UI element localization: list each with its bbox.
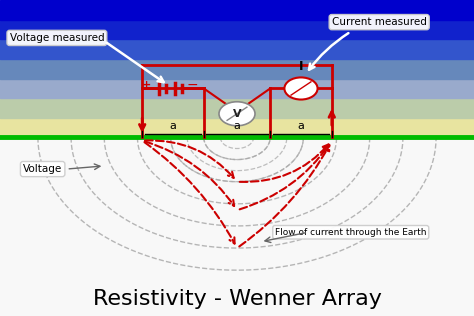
Bar	[0, 59, 474, 79]
Bar	[0, 137, 474, 316]
Bar	[0, 39, 474, 59]
Bar	[0, 0, 474, 20]
Bar	[0, 79, 474, 98]
Text: Current measured: Current measured	[332, 17, 427, 27]
Bar	[0, 118, 474, 137]
Circle shape	[284, 77, 318, 100]
Text: Voltage measured: Voltage measured	[9, 33, 104, 43]
Text: Flow of current through the Earth: Flow of current through the Earth	[275, 228, 427, 237]
Text: −: −	[186, 78, 198, 92]
Text: a: a	[234, 121, 240, 131]
Text: V: V	[233, 109, 241, 119]
Text: I: I	[299, 60, 303, 73]
Text: Resistivity - Wenner Array: Resistivity - Wenner Array	[92, 289, 382, 309]
Text: a: a	[170, 121, 176, 131]
Bar	[0, 20, 474, 39]
Text: +: +	[142, 80, 152, 90]
Circle shape	[219, 102, 255, 126]
Text: Voltage: Voltage	[23, 164, 62, 174]
Text: a: a	[298, 121, 304, 131]
Bar	[0, 98, 474, 118]
